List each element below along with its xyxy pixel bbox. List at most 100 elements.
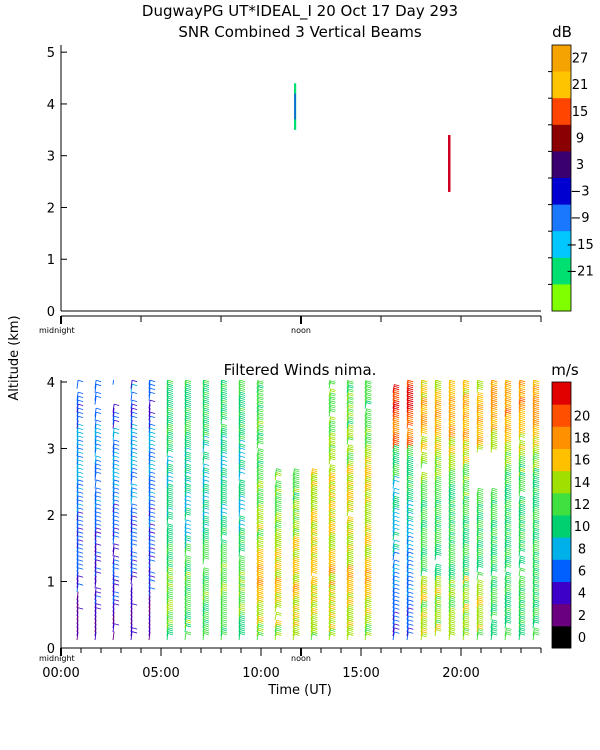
wind-barb-flag: [167, 413, 173, 416]
wind-barb-flag: [221, 571, 228, 574]
wind-barb-shaft: [328, 420, 332, 429]
wind-barb-flag: [450, 571, 456, 574]
wind-barb: [220, 479, 228, 489]
wind-barb-shaft: [328, 584, 332, 593]
wind-barb-shaft: [148, 547, 151, 557]
wind-barb-flag: [276, 509, 282, 513]
wind-barb-flag: [221, 497, 227, 500]
wind-barb-shaft: [76, 579, 79, 589]
wind-barb-shaft: [166, 619, 169, 629]
wind-barb-shaft: [406, 380, 409, 389]
wind-barb: [420, 507, 428, 517]
wind-barb: [220, 563, 228, 573]
wind-barb-shaft: [406, 440, 409, 449]
wind-barb-shaft: [112, 571, 115, 581]
wind-barb: [256, 448, 264, 457]
wind-barb: [202, 483, 210, 493]
wind-barb: [392, 547, 400, 557]
wind-barb-shaft: [112, 443, 115, 453]
wind-barb-shaft: [420, 396, 423, 405]
wind-barb-shaft: [148, 543, 151, 553]
wind-barb-shaft: [292, 492, 296, 501]
wind-barb-flag: [185, 457, 191, 460]
wind-barb-flag: [258, 400, 264, 403]
wind-barb-shaft: [392, 548, 395, 557]
wind-barb: [220, 599, 228, 609]
snr-y-tick-label: 1: [47, 253, 55, 268]
wind-barb-shaft: [364, 600, 368, 609]
wind-barb-shaft: [310, 496, 314, 505]
wind-barb-flag: [239, 533, 245, 536]
wind-barb: [392, 507, 400, 517]
wind-barb-flag: [258, 500, 264, 503]
wind-barb-shaft: [328, 528, 332, 537]
wind-barb-flag: [330, 631, 336, 635]
wind-barb-shaft: [328, 568, 332, 577]
wind-barb-flag: [436, 479, 442, 483]
wind-barb: [148, 583, 151, 593]
wind-barb-shaft: [220, 607, 223, 617]
wind-barb-flag: [185, 613, 191, 616]
wind-barb-shaft: [364, 420, 368, 429]
wind-barb: [328, 448, 336, 457]
wind-barb-flag: [131, 399, 138, 403]
wind-barb-shaft: [274, 560, 278, 569]
wind-barb: [220, 423, 228, 433]
wind-barb-shaft: [112, 579, 115, 589]
wind-barb-shaft: [94, 619, 97, 629]
wind-barb-flag: [407, 473, 414, 476]
wind-barb-shaft: [448, 492, 451, 501]
wind-barb-flag: [221, 429, 227, 432]
wind-barb-shaft: [328, 424, 332, 433]
wind-barb: [148, 471, 156, 481]
wind-barb-flag: [186, 376, 191, 378]
wind-barb-shaft: [94, 439, 97, 449]
wind-barb-flag: [258, 442, 264, 445]
wind-barb-flag: [276, 504, 282, 507]
wind-barb-shaft: [130, 571, 133, 581]
wind-barb-flag: [393, 423, 399, 426]
wind-barb-flag: [421, 401, 428, 405]
wind-barb-flag: [436, 519, 442, 523]
wind-barb-flag: [77, 511, 84, 514]
wind-barb-flag: [348, 613, 354, 616]
wind-barb: [238, 483, 246, 493]
wind-barb: [292, 480, 300, 489]
wind-barb-flag: [185, 433, 191, 436]
wind-barb: [448, 507, 456, 517]
wind-barb-flag: [408, 587, 414, 590]
wind-barb-flag: [239, 413, 245, 416]
wind-barb: [112, 503, 120, 513]
wind-barb-shaft: [364, 400, 368, 409]
wind-barb-shaft: [392, 464, 395, 473]
wind-barb-shaft: [238, 471, 241, 481]
wind-barb-shaft: [130, 503, 133, 513]
wind-barb: [406, 559, 414, 569]
wind-barb-flag: [258, 398, 264, 401]
wind-barb-flag: [239, 591, 246, 594]
wind-barb-flag: [203, 571, 210, 574]
wind-barb: [420, 555, 428, 565]
wind-barb-shaft: [292, 544, 296, 553]
wind-barb-shaft: [130, 559, 133, 569]
wind-barb-flag: [221, 523, 228, 526]
wind-barb: [130, 599, 133, 609]
wind-barb-flag: [149, 475, 156, 478]
wind-barb: [420, 547, 428, 557]
wind-barb-flag: [149, 467, 156, 470]
wind-barb-flag: [435, 437, 442, 441]
wind-barb: [406, 455, 414, 465]
wind-barb: [392, 591, 400, 601]
wind-barb-flag: [365, 519, 371, 522]
wind-barb-shaft: [346, 484, 350, 493]
wind-barb-flag: [347, 527, 353, 530]
wind-barb-shaft: [130, 567, 133, 577]
wind-barb: [94, 431, 102, 441]
wind-barb-shaft: [148, 535, 151, 545]
wind-barb-shaft: [76, 412, 79, 421]
wind-barb-shaft: [148, 515, 151, 525]
wind-barb-flag: [167, 531, 174, 534]
wind-barb-shaft: [420, 532, 423, 541]
wind-barb-flag: [311, 555, 317, 558]
wind-barb: [166, 499, 174, 509]
